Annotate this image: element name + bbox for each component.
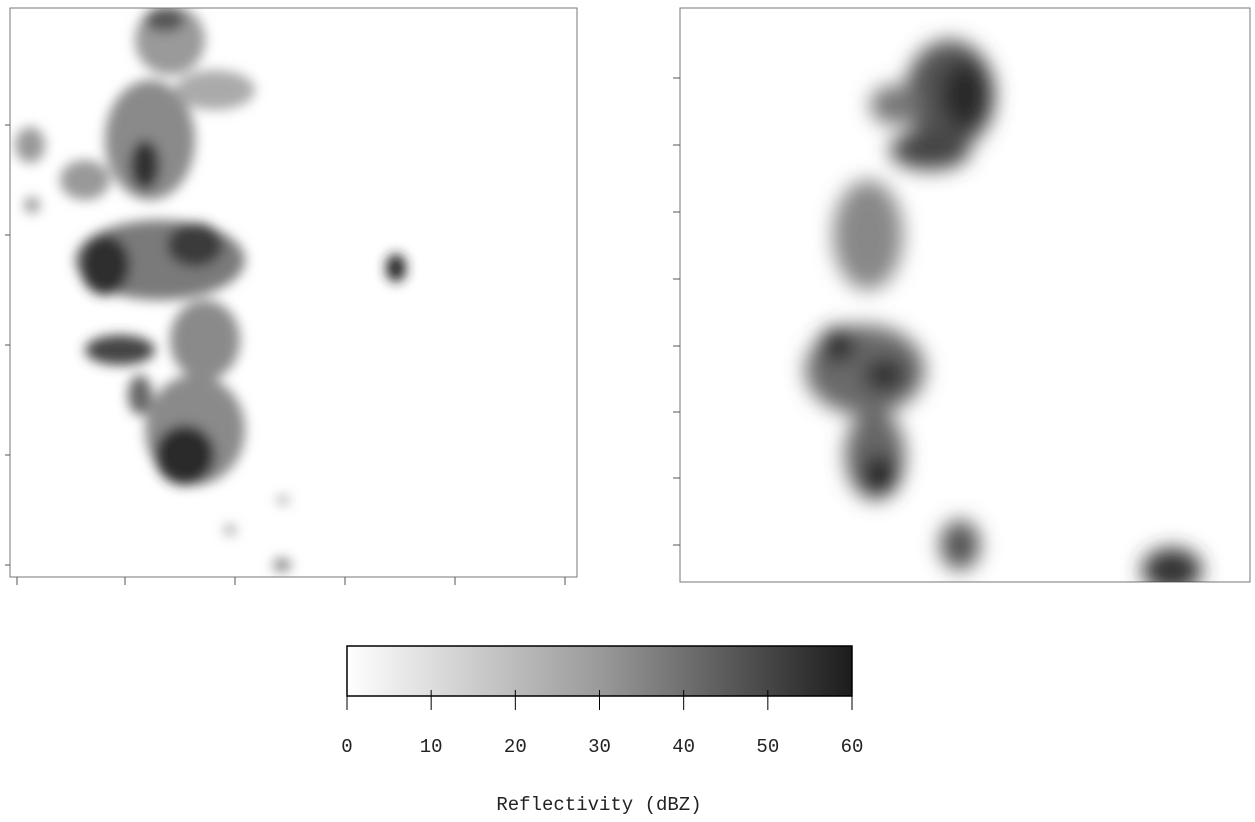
colorbar-tick-label: 0 (341, 736, 352, 758)
colorbar-tick-label: 10 (420, 736, 443, 758)
radar-field (15, 8, 406, 572)
colorbar-tick-label: 50 (756, 736, 779, 758)
colorbar: Reflectivity (dBZ) 0 10 20 30 40 50 60 (341, 645, 864, 816)
axis-ticks (5, 124, 566, 585)
right-panel (673, 7, 1251, 583)
colorbar-tick-label: 30 (588, 736, 611, 758)
radar-field (805, 40, 1202, 582)
colorbar-box (346, 645, 853, 697)
colorbar-tick-label: 40 (672, 736, 695, 758)
colorbar-tick-label: 20 (504, 736, 527, 758)
colorbar-label: Reflectivity (dBZ) (496, 794, 701, 816)
left-panel (5, 7, 578, 585)
colorbar-tick-label: 60 (841, 736, 864, 758)
axis-ticks (673, 77, 680, 546)
